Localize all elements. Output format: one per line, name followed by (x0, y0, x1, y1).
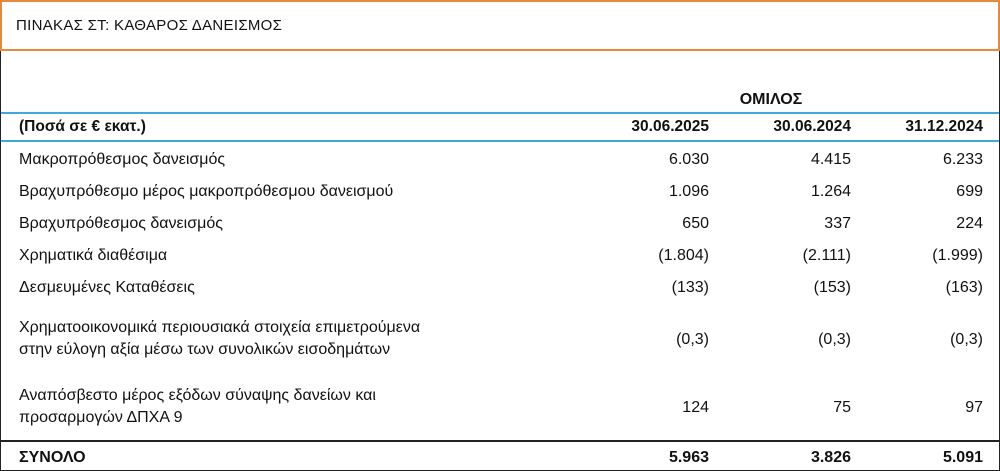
row-value-3: (1.999) (932, 247, 983, 264)
row-value-1: 6.030 (668, 151, 709, 168)
group-column-label: ΟΜΙΛΟΣ (739, 91, 803, 108)
row-label: Δεσμευμένες Καταθέσεις (19, 279, 195, 296)
row-label: Αναπόσβεστο μέρος εξόδων σύναψης δανείων… (19, 387, 376, 426)
row-value-2: (2.111) (802, 247, 851, 264)
row-value-2: 1.264 (810, 183, 851, 200)
header-units-label: (Ποσά σε € εκατ.) (19, 118, 146, 135)
row-value-1: 124 (682, 399, 709, 416)
total-value-2: 3.826 (810, 449, 851, 466)
table-row: Βραχυπρόθεσμος δανεισμός 650 337 224 (1, 213, 999, 239)
total-row: ΣΥΝΟΛΟ 5.963 3.826 5.091 (1, 440, 999, 471)
row-value-3: 97 (965, 399, 983, 416)
row-label: Βραχυπρόθεσμο μέρος μακροπρόθεσμου δανει… (19, 183, 394, 200)
row-value-2: (0,3) (818, 331, 851, 348)
row-value-2: 4.415 (810, 151, 851, 168)
row-value-2: (153) (813, 279, 851, 296)
table-frame: ΟΜΙΛΟΣ (Ποσά σε € εκατ.) 30.06.2025 30.0… (0, 51, 1000, 471)
header-col-3: 31.12.2024 (905, 118, 983, 135)
row-value-1: 650 (682, 215, 709, 232)
row-label: Βραχυπρόθεσμος δανεισμός (19, 215, 223, 232)
row-value-1: 1.096 (668, 183, 709, 200)
total-label: ΣΥΝΟΛΟ (19, 449, 86, 466)
table-row: Μακροπρόθεσμος δανεισμός 6.030 4.415 6.2… (1, 149, 999, 175)
table-row: Βραχυπρόθεσμο μέρος μακροπρόθεσμου δανει… (1, 181, 999, 207)
row-value-1: (133) (671, 279, 709, 296)
table-title: ΠΙΝΑΚΑΣ ΣΤ: ΚΑΘΑΡΟΣ ΔΑΝΕΙΣΜΟΣ (0, 0, 1000, 51)
header-col-2: 30.06.2024 (773, 118, 851, 135)
table-row: Χρηματοοικονομικά περιουσιακά στοιχεία ε… (1, 317, 999, 365)
header-col-1: 30.06.2025 (631, 118, 709, 135)
total-value-3: 5.091 (942, 449, 983, 466)
table-row: Αναπόσβεστο μέρος εξόδων σύναψης δανείων… (1, 385, 999, 433)
row-value-3: 224 (956, 215, 983, 232)
row-value-2: 75 (833, 399, 851, 416)
row-value-2: 337 (824, 215, 851, 232)
row-label: Μακροπρόθεσμος δανεισμός (19, 151, 226, 168)
row-label: Χρηματοοικονομικά περιουσιακά στοιχεία ε… (19, 319, 421, 358)
total-value-1: 5.963 (668, 449, 709, 466)
row-value-3: (0,3) (950, 331, 983, 348)
table-row: Δεσμευμένες Καταθέσεις (133) (153) (163) (1, 277, 999, 303)
row-value-1: (1.804) (658, 247, 709, 264)
row-label: Χρηματικά διαθέσιμα (19, 247, 168, 264)
table-row: Χρηματικά διαθέσιμα (1.804) (2.111) (1.9… (1, 245, 999, 271)
row-value-3: 6.233 (942, 151, 983, 168)
row-value-3: (163) (945, 279, 983, 296)
table-header-row: (Ποσά σε € εκατ.) 30.06.2025 30.06.2024 … (1, 112, 999, 142)
row-value-3: 699 (956, 183, 983, 200)
row-value-1: (0,3) (676, 331, 709, 348)
